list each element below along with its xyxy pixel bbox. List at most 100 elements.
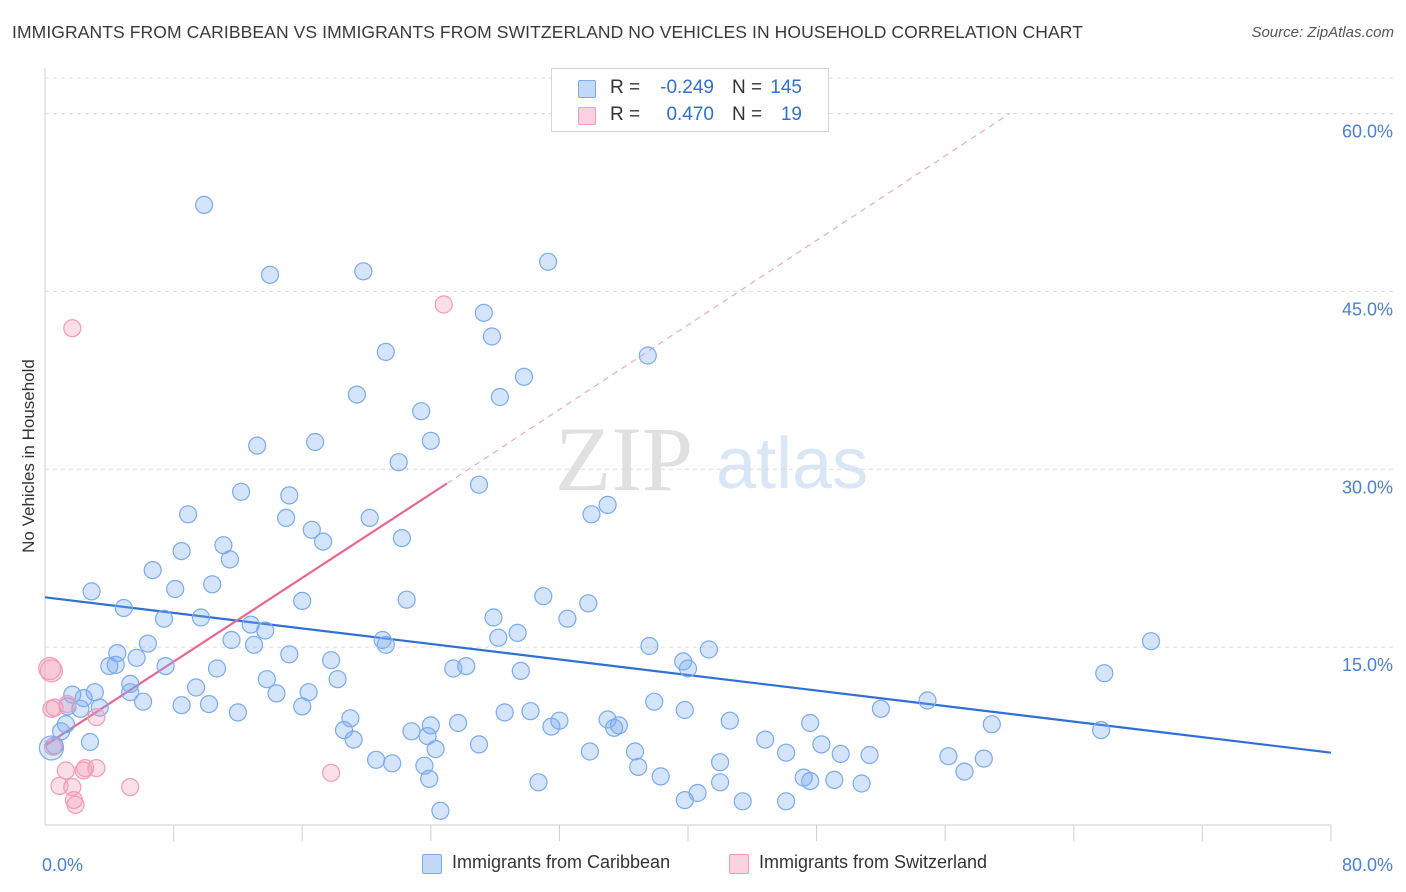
caribbean-point bbox=[354, 262, 373, 281]
caribbean-point bbox=[277, 508, 296, 528]
y-tick-label: 30.0% bbox=[1342, 477, 1393, 497]
caribbean-point bbox=[604, 718, 624, 737]
caribbean-point bbox=[955, 762, 974, 781]
caribbean-point bbox=[426, 739, 445, 759]
caribbean-point bbox=[484, 608, 503, 627]
caribbean-point bbox=[293, 697, 312, 716]
caribbean-point bbox=[360, 508, 379, 528]
caribbean-point bbox=[63, 685, 82, 704]
caribbean-point bbox=[871, 699, 891, 718]
caribbean-point bbox=[322, 651, 341, 670]
caribbean-point bbox=[495, 703, 514, 722]
caribbean-point bbox=[474, 303, 493, 322]
caribbean-point bbox=[80, 732, 100, 752]
caribbean-point bbox=[776, 743, 796, 762]
caribbean-point bbox=[490, 387, 509, 407]
caribbean-point bbox=[529, 773, 548, 792]
series-swatch-caribbean bbox=[422, 854, 442, 874]
y-tick-label: 45.0% bbox=[1342, 299, 1393, 319]
caribbean-point bbox=[166, 579, 185, 599]
legend-n-value: 19 bbox=[780, 104, 802, 125]
caribbean-point bbox=[341, 709, 360, 728]
legend-swatch-switzerland bbox=[578, 107, 596, 125]
caribbean-point bbox=[598, 495, 617, 514]
caribbean-point bbox=[383, 754, 402, 773]
caribbean-point bbox=[154, 609, 174, 628]
switzerland-point bbox=[322, 763, 341, 782]
caribbean-point bbox=[521, 702, 540, 721]
caribbean-point bbox=[852, 774, 871, 793]
caribbean-point bbox=[306, 432, 325, 452]
caribbean-point bbox=[482, 327, 501, 346]
caribbean-point bbox=[489, 628, 508, 647]
caribbean-point bbox=[82, 582, 101, 601]
caribbean-point bbox=[720, 711, 739, 730]
caribbean-point bbox=[629, 757, 648, 777]
caribbean-point bbox=[776, 792, 796, 811]
legend-r-label: R = bbox=[610, 104, 641, 125]
y-tick-label: 15.0% bbox=[1342, 655, 1393, 675]
series-legend: Immigrants from Caribbean Immigrants fro… bbox=[0, 852, 1406, 878]
caribbean-point bbox=[418, 726, 437, 746]
caribbean-point bbox=[260, 265, 280, 284]
caribbean-point bbox=[280, 645, 299, 664]
caribbean-point bbox=[710, 753, 730, 772]
caribbean-point bbox=[756, 730, 775, 749]
caribbean-point bbox=[199, 694, 219, 714]
caribbean-point bbox=[675, 790, 694, 810]
caribbean-point bbox=[420, 769, 439, 788]
caribbean-point bbox=[373, 630, 392, 650]
caribbean-point bbox=[511, 661, 530, 681]
caribbean-point bbox=[143, 560, 162, 580]
caribbean-point bbox=[138, 634, 157, 653]
switzerland-point bbox=[42, 699, 61, 718]
caribbean-point bbox=[1091, 720, 1111, 740]
caribbean-point bbox=[982, 715, 1001, 734]
caribbean-point bbox=[191, 608, 210, 627]
caribbean-point bbox=[106, 655, 125, 675]
caribbean-point bbox=[314, 532, 333, 551]
caribbean-point bbox=[1095, 664, 1114, 683]
caribbean-point bbox=[508, 623, 527, 643]
switzerland-point bbox=[39, 659, 64, 683]
caribbean-point bbox=[347, 385, 366, 404]
caribbean-point bbox=[444, 659, 463, 678]
caribbean-point bbox=[675, 700, 694, 720]
caribbean-point bbox=[257, 670, 276, 689]
caribbean-point bbox=[389, 453, 408, 472]
caribbean-point bbox=[402, 722, 421, 741]
caribbean-point bbox=[195, 195, 214, 214]
caribbean-point bbox=[699, 640, 719, 659]
switzerland-trend-line bbox=[44, 482, 448, 747]
legend-r-value: -0.249 bbox=[660, 77, 714, 98]
caribbean-point bbox=[90, 698, 109, 717]
source-label: Source: ZipAtlas.com bbox=[1251, 24, 1394, 41]
caribbean-point bbox=[127, 648, 146, 667]
legend-n-label: N = bbox=[732, 77, 763, 98]
caribbean-point bbox=[939, 747, 958, 766]
caribbean-point bbox=[1141, 632, 1161, 651]
caribbean-point bbox=[710, 773, 730, 792]
caribbean-point bbox=[267, 684, 286, 703]
caribbean-point bbox=[514, 367, 534, 386]
caribbean-point bbox=[74, 688, 93, 708]
caribbean-point bbox=[344, 730, 363, 749]
caribbean-point bbox=[222, 630, 241, 650]
caribbean-point bbox=[801, 771, 820, 791]
caribbean-point bbox=[860, 745, 879, 765]
caribbean-point bbox=[207, 659, 227, 678]
watermark-zip: ZIP bbox=[555, 408, 693, 510]
correlation-legend: R = -0.249 N = 145 R = 0.470 N = 19 bbox=[551, 68, 829, 132]
caribbean-point bbox=[609, 716, 629, 735]
caribbean-point bbox=[918, 691, 937, 710]
x-tick-label: 80.0% bbox=[1342, 855, 1393, 875]
switzerland-trend-extension bbox=[446, 113, 1010, 485]
legend-swatch-caribbean bbox=[578, 80, 596, 98]
caribbean-point bbox=[134, 692, 153, 711]
caribbean-point bbox=[579, 594, 598, 613]
caribbean-point bbox=[376, 342, 395, 361]
caribbean-point bbox=[172, 696, 191, 715]
caribbean-point bbox=[172, 541, 191, 561]
caribbean-point bbox=[280, 486, 299, 505]
caribbean-point bbox=[974, 749, 993, 768]
